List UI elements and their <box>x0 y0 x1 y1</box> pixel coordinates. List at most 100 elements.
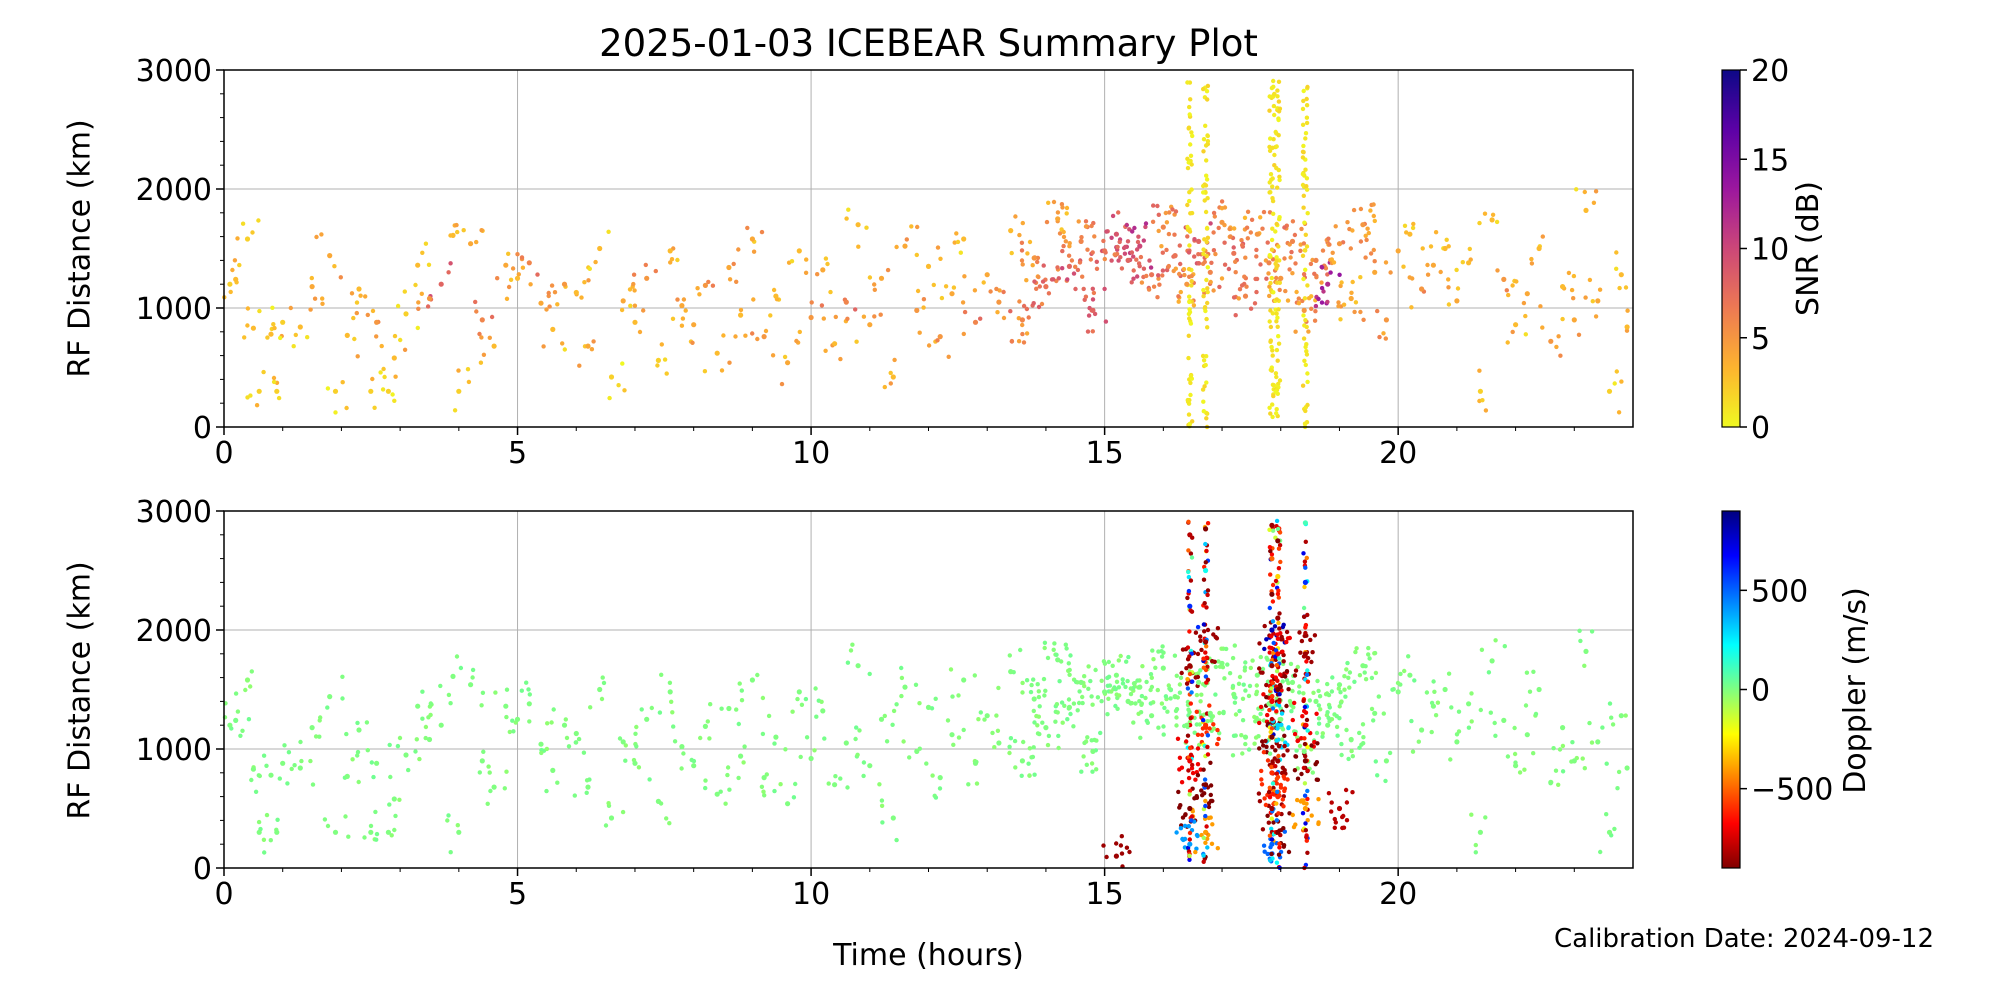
data-point <box>468 241 474 247</box>
data-point <box>1358 239 1364 244</box>
streak-point <box>1276 546 1282 551</box>
data-point <box>1205 719 1210 724</box>
data-point <box>1179 670 1184 676</box>
data-point <box>1327 242 1332 247</box>
data-point <box>1260 666 1266 672</box>
data-point <box>1369 706 1375 712</box>
data-point <box>1202 629 1207 634</box>
data-point <box>1106 659 1112 665</box>
data-point <box>572 793 577 798</box>
data-point <box>597 245 603 252</box>
data-point <box>1136 261 1142 266</box>
data-point <box>935 338 940 343</box>
data-point <box>1376 694 1382 699</box>
data-point <box>1275 573 1281 580</box>
data-point <box>1124 845 1130 850</box>
data-point <box>943 284 949 289</box>
data-point <box>736 721 741 727</box>
data-point <box>1285 748 1290 753</box>
data-point <box>1113 672 1119 678</box>
data-point <box>1198 699 1203 704</box>
data-point <box>714 791 720 797</box>
data-point <box>749 677 756 683</box>
data-point <box>1064 205 1070 211</box>
data-point <box>937 334 943 340</box>
data-point <box>679 303 685 309</box>
data-point <box>246 717 252 722</box>
data-point <box>972 673 977 678</box>
data-point <box>1184 722 1190 728</box>
data-point <box>1274 781 1280 786</box>
data-point <box>1369 675 1375 681</box>
data-point <box>1591 200 1597 205</box>
data-point <box>1292 731 1298 737</box>
data-point <box>1094 266 1100 271</box>
data-point <box>1448 757 1453 762</box>
data-point <box>1419 286 1425 292</box>
streak-point <box>1267 94 1272 99</box>
data-point <box>1325 272 1330 277</box>
y-tick-label: 0 <box>193 411 212 446</box>
data-point <box>1149 272 1155 278</box>
data-point <box>843 299 849 305</box>
data-point <box>1345 660 1350 666</box>
streak-point <box>1204 644 1209 649</box>
streak-point <box>1300 149 1306 154</box>
data-point <box>1078 679 1084 686</box>
streak-point <box>1186 519 1191 524</box>
data-point <box>1381 331 1386 336</box>
data-point <box>867 275 873 280</box>
streak-point <box>1304 244 1310 249</box>
streak-point <box>1204 158 1209 163</box>
data-point <box>1289 679 1296 686</box>
data-point <box>1350 790 1355 795</box>
data-point <box>1029 682 1034 688</box>
data-point <box>344 332 350 338</box>
data-point <box>1307 698 1313 703</box>
data-point <box>1193 849 1198 855</box>
data-point <box>356 779 361 785</box>
data-point <box>485 801 490 806</box>
data-point <box>1460 260 1466 265</box>
data-point <box>955 239 961 245</box>
streak-point <box>1273 129 1278 135</box>
streak-point <box>1203 209 1209 215</box>
data-point <box>1262 623 1267 629</box>
data-point <box>655 798 662 805</box>
streak-point <box>1189 130 1194 135</box>
streak-point <box>1270 382 1276 387</box>
data-point <box>854 725 859 730</box>
data-point <box>586 278 591 283</box>
data-point <box>1295 664 1301 670</box>
streak-point <box>1267 148 1273 153</box>
streak-point <box>1304 659 1309 664</box>
data-point <box>368 388 374 394</box>
data-point <box>1582 766 1588 771</box>
data-point <box>520 265 526 270</box>
data-point <box>1281 652 1286 658</box>
streak-point <box>1269 716 1275 722</box>
data-point <box>455 229 460 235</box>
data-point <box>1195 651 1201 657</box>
data-point <box>1056 276 1062 281</box>
data-point <box>362 835 367 840</box>
data-point <box>1348 295 1354 302</box>
data-point <box>1618 713 1624 719</box>
streak-point <box>1278 559 1283 565</box>
data-point <box>1141 266 1147 271</box>
data-point <box>1041 676 1047 682</box>
data-point <box>1275 829 1281 835</box>
data-point <box>1469 812 1474 817</box>
streak-point <box>1201 399 1206 404</box>
data-point <box>1257 641 1262 646</box>
data-point <box>478 360 484 365</box>
data-point <box>1263 802 1269 808</box>
data-point <box>381 366 386 372</box>
data-point <box>1265 240 1270 245</box>
streak-point <box>1269 726 1275 731</box>
data-point <box>1138 254 1144 260</box>
streak-point <box>1188 97 1193 102</box>
data-point <box>327 694 333 700</box>
streak-point <box>1267 527 1272 532</box>
data-point <box>1258 262 1263 267</box>
